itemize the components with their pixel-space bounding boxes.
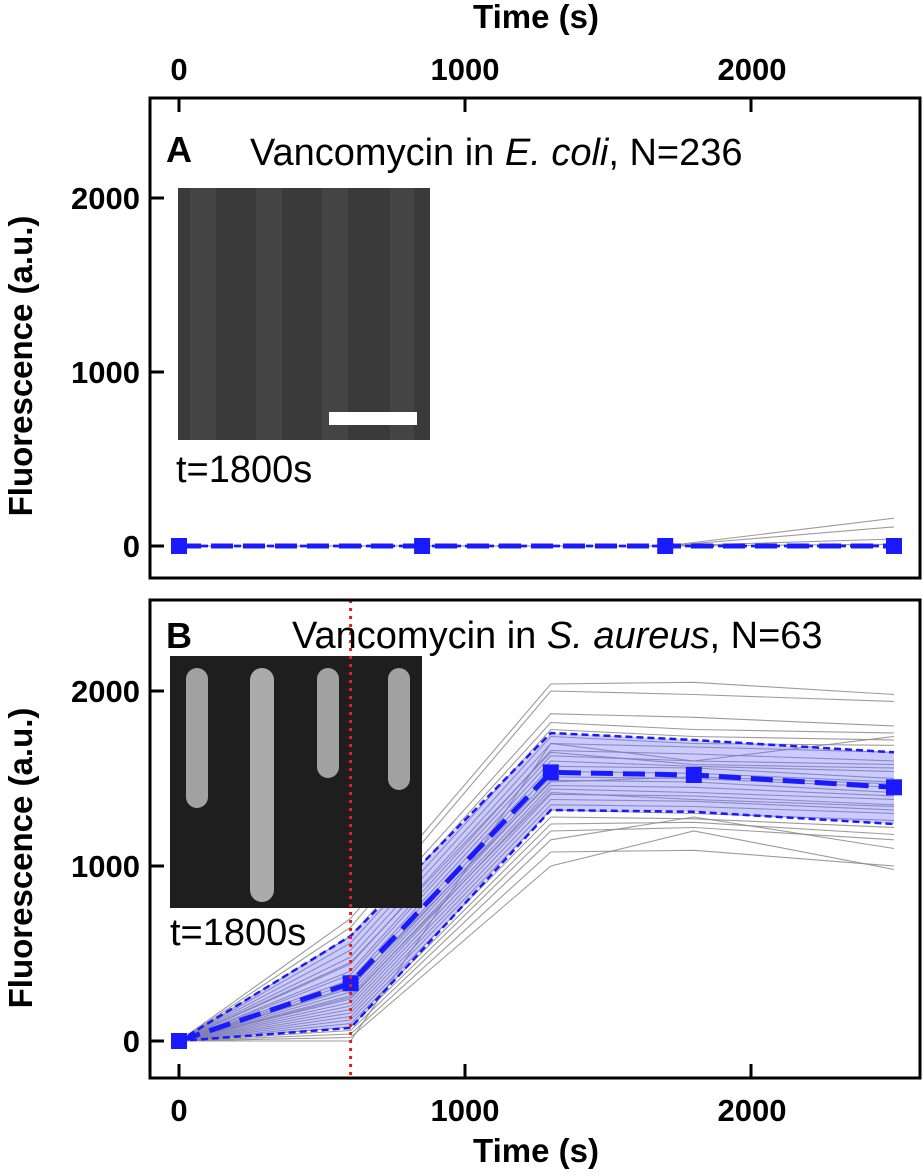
panel-b-lower-bound: [178, 808, 895, 1043]
panel-b-trace-15: [178, 788, 895, 1042]
panel-a-scale-bar: [329, 412, 417, 425]
panel-b-frame: [148, 598, 922, 1080]
panel-b-mean-point-3: [685, 767, 702, 783]
panel-b-traces: [178, 681, 895, 1042]
top-tick-label-1000: 1000: [431, 52, 500, 87]
panel-a-mean: [171, 538, 902, 554]
panel-b-trace-24: [178, 849, 895, 1042]
bottom-tick-label-1000: 1000: [431, 1093, 500, 1128]
panel-b-ytick-label-0: 0: [123, 1024, 140, 1059]
panel-b-axes: 0 1000 2000: [71, 674, 753, 1078]
top-tick-label-0: 0: [170, 52, 187, 87]
bottom-tick-label-0: 0: [170, 1093, 187, 1128]
panel-b-mean-point-2: [542, 764, 559, 781]
bottom-tick-label-2000: 2000: [718, 1093, 787, 1128]
panel-b-ytick-label-1000: 1000: [71, 849, 140, 884]
panel-b-trace-21: [178, 821, 895, 1042]
panel-a-title: Vancomycin in E. coli, N=236: [250, 132, 743, 174]
panel-a-ytick-label-0: 0: [123, 529, 140, 564]
panel-b-trace-20: [178, 816, 895, 1042]
panel-b-trace-26: [179, 735, 895, 1042]
panel-b-upper-bound: [178, 731, 895, 1043]
panel-b-ylabel: Fluorescence (a.u.): [2, 708, 39, 1009]
panel-b-trace-14: [178, 784, 895, 1042]
panel-b-mean-point-1: [342, 975, 359, 992]
panel-a-traces: [179, 517, 895, 547]
panel-a-axes: 0 1000 2000: [71, 98, 753, 564]
panel-b-trace-0: [178, 681, 895, 1042]
panel-b-mean-point-0: [171, 1033, 187, 1049]
panel-a-inset-image: [178, 188, 430, 440]
panel-b-std-band: [179, 733, 894, 1041]
panel-b-trace-27: [178, 751, 895, 1042]
panel-b-trace-25: [178, 830, 895, 1042]
panel-b-letter: B: [166, 615, 192, 656]
panel-a-mean-point-1: [414, 538, 431, 554]
panel-b-trace-7: [178, 749, 895, 1042]
panel-b-trace-16: [178, 793, 895, 1042]
panel-b-trace-4: [178, 728, 895, 1042]
panel-a-letter: A: [166, 129, 192, 170]
panel-b-band: [178, 731, 895, 1043]
panel-b-trace-9: [178, 760, 895, 1042]
panel-b-trace-3: [178, 721, 895, 1042]
panel-b-inset: [170, 656, 422, 908]
panel-a-trace-1: [179, 526, 895, 547]
panel-b-inset-image: [170, 656, 422, 908]
panel-b-mean-line: [178, 769, 895, 1044]
panel-b-trace-17: [178, 798, 895, 1042]
panel-a-mean-point-2: [657, 538, 674, 554]
panel-b-mean-point-4: [886, 779, 902, 796]
panel-b-trace-23: [178, 816, 895, 1042]
panel-b-trace-1: [178, 690, 895, 1042]
top-tick-label-2000: 2000: [718, 52, 787, 87]
panel-b-trace-18: [178, 804, 895, 1042]
panel-a-mean-point-3: [886, 538, 902, 554]
panel-b: t=1800s B Vancomycin in S. aureus, N=63 …: [2, 598, 922, 1080]
panel-a-inset-label: t=1800s: [176, 449, 312, 491]
panel-b-ytick-label-2000: 2000: [71, 674, 140, 709]
panel-a-ylabel: Fluorescence (a.u.): [2, 216, 39, 517]
panel-b-title: Vancomycin in S. aureus, N=63: [292, 615, 823, 657]
top-axis-title: Time (s): [473, 0, 599, 35]
panel-a-frame: [148, 96, 922, 580]
panel-a-inset: [178, 188, 430, 440]
panel-a-mean-point-0: [171, 538, 187, 554]
panel-a-ytick-label-2000: 2000: [71, 181, 140, 216]
panel-a-ytick-label-1000: 1000: [71, 355, 140, 390]
bottom-axis-title: Time (s): [473, 1132, 599, 1169]
panel-a: t=1800s A Vancomycin in E. coli, N=236 0…: [2, 96, 922, 580]
panel-b-inset-label: t=1800s: [170, 912, 306, 954]
panel-b-trace-29: [178, 791, 895, 1042]
panel-b-mean: [171, 764, 902, 1049]
panel-b-trace-8: [178, 755, 895, 1042]
